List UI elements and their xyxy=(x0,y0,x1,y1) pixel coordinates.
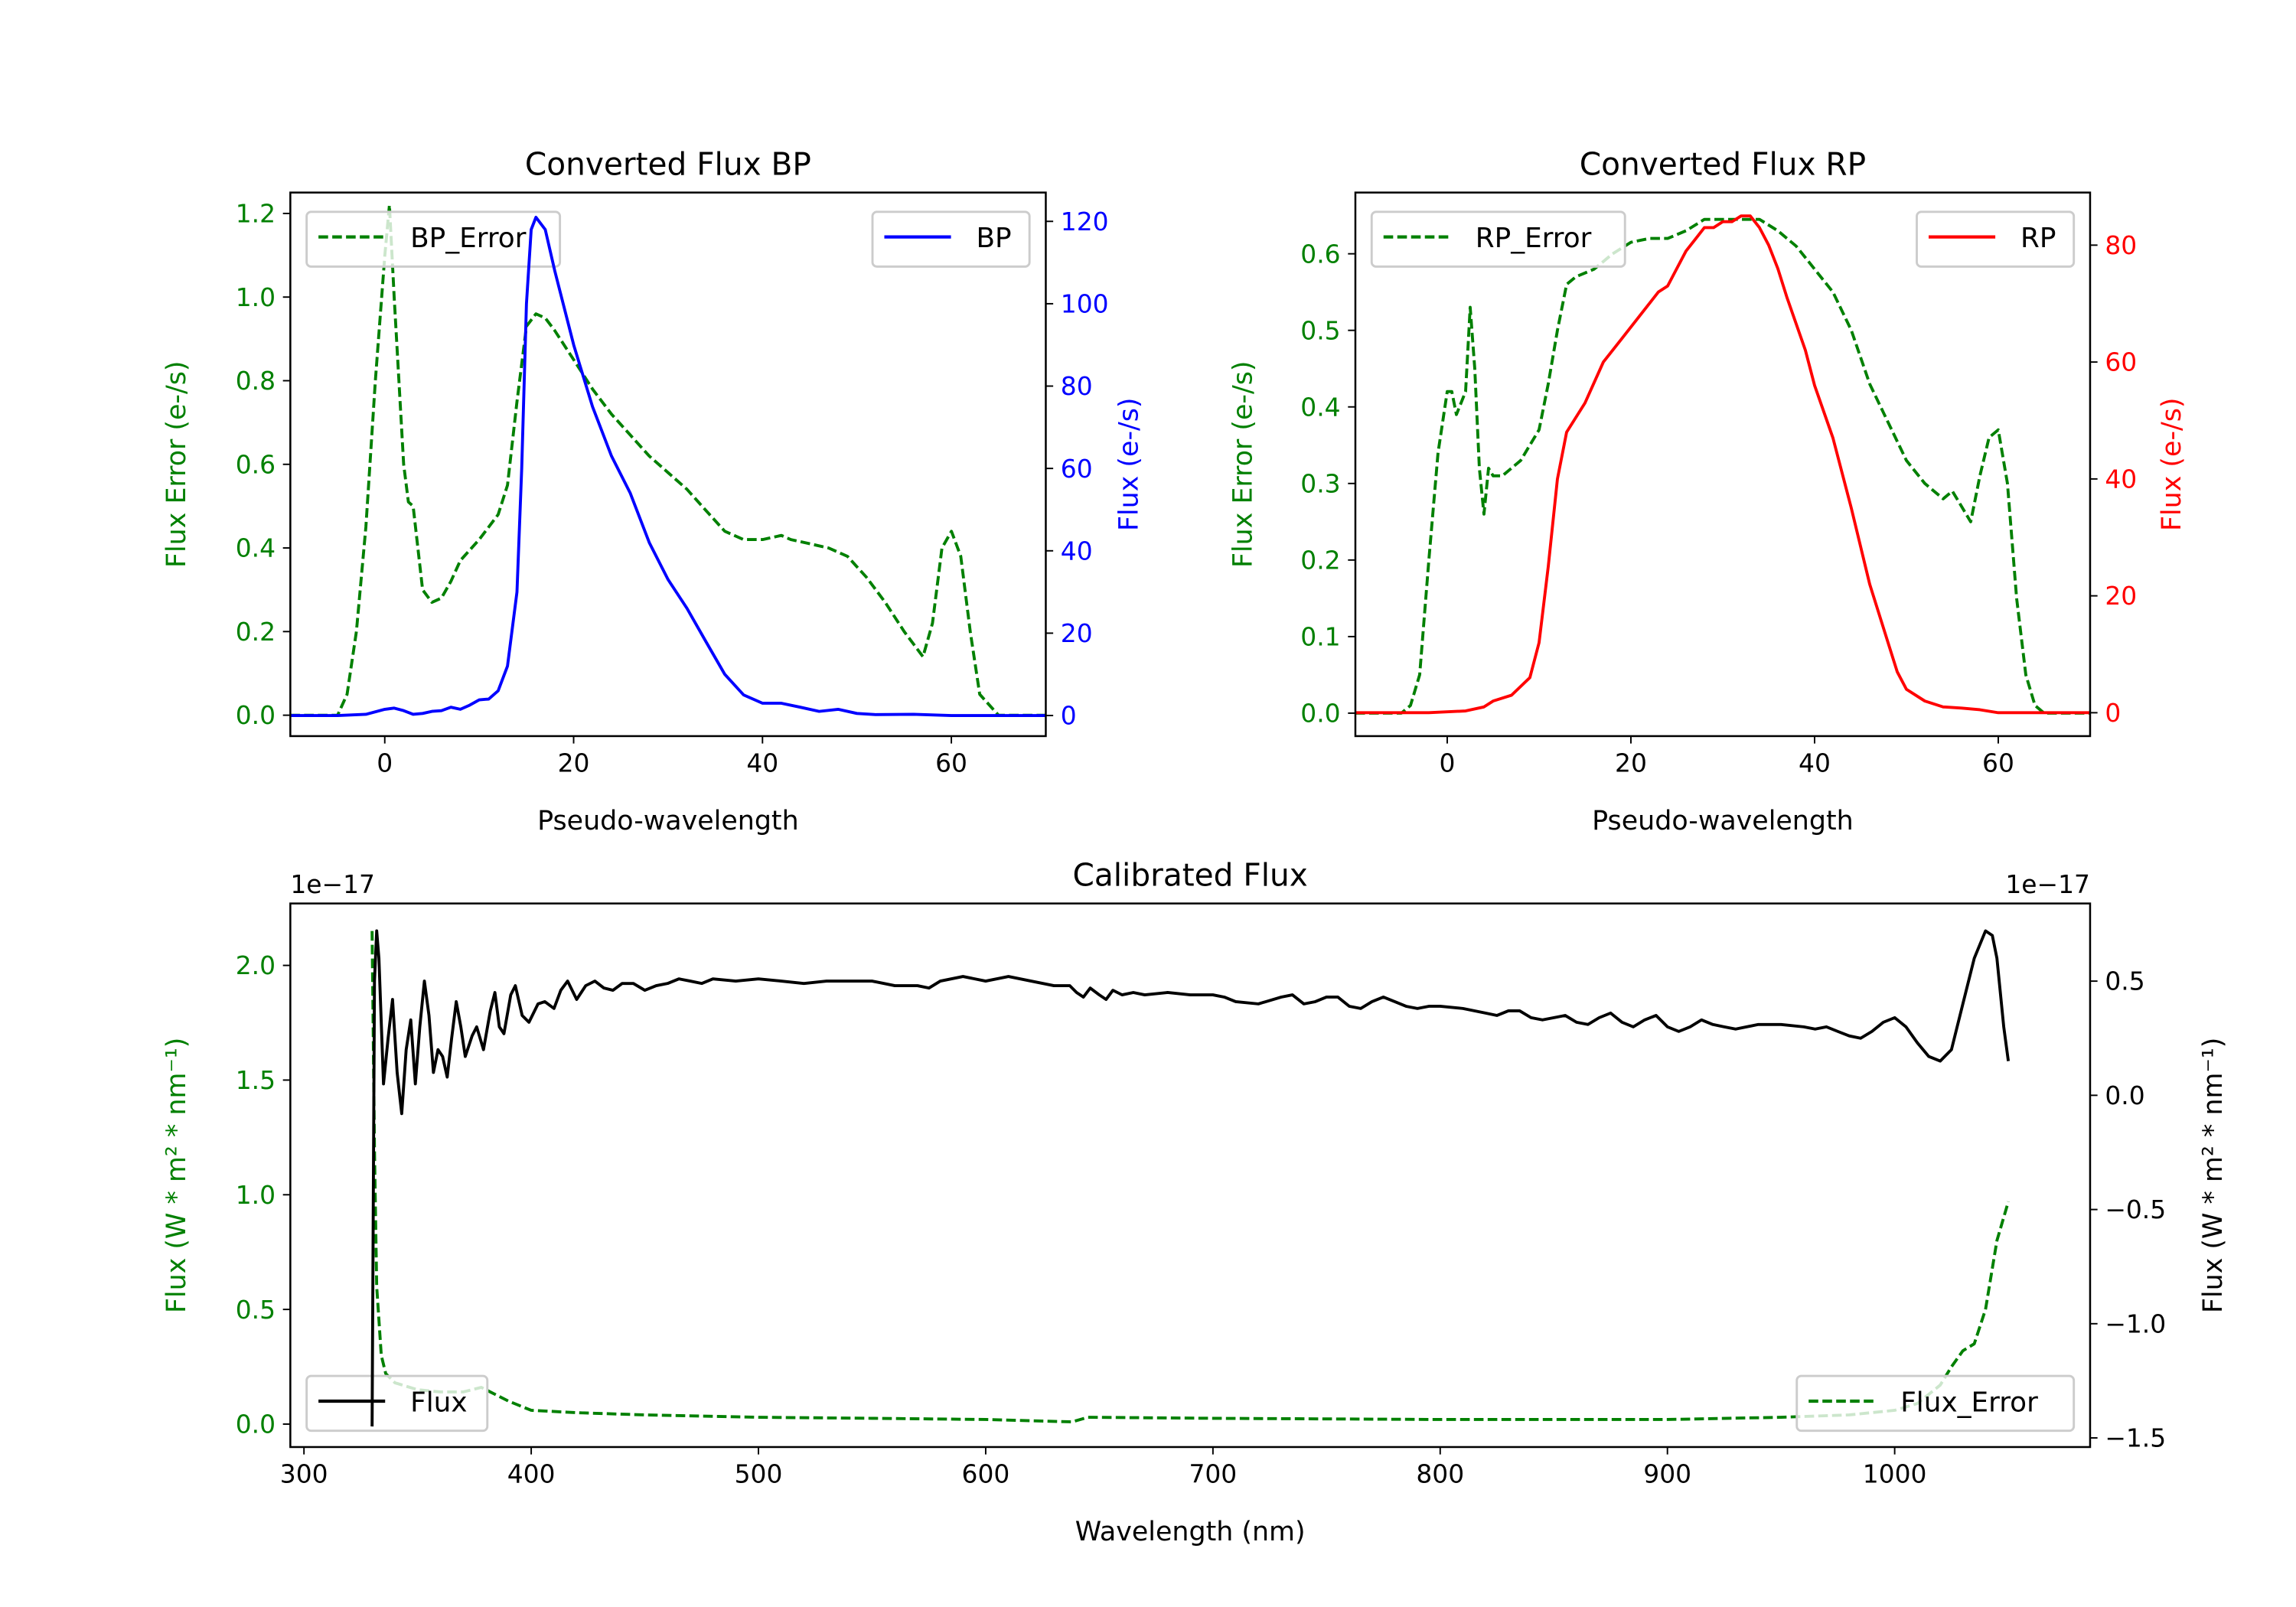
series-rp-line xyxy=(1355,214,2090,715)
legend-label: BP xyxy=(976,223,1011,254)
legend-bp-error[interactable]: BP_Error xyxy=(305,210,562,268)
right-y-tick-label: 0 xyxy=(1061,701,1077,731)
series-rp-error-line xyxy=(1355,217,2090,715)
x-tick-label: 600 xyxy=(962,1459,1010,1488)
left-y-tick-label: 0.6 xyxy=(1300,239,1340,269)
x-tick-label: 40 xyxy=(746,748,778,777)
x-tick-label: 20 xyxy=(558,748,590,777)
legend-box xyxy=(1916,210,2076,268)
left-y-tick-label: 0.2 xyxy=(1300,545,1340,575)
right-y-tick-label: 20 xyxy=(2105,581,2137,611)
right-y-tick-label: 60 xyxy=(1061,454,1093,484)
legend-box xyxy=(871,210,1031,268)
bp-axes-frame xyxy=(289,191,1047,738)
x-tick-label: 0 xyxy=(377,748,393,777)
legend-box xyxy=(1795,1374,2076,1433)
cal-x-axis-label: Wavelength (nm) xyxy=(1075,1517,1306,1547)
left-y-tick-label: 0.5 xyxy=(1300,315,1340,345)
right-y-tick-label: 20 xyxy=(1061,618,1093,648)
left-y-axis-label: Flux (W * m² * nm⁻¹) xyxy=(161,1038,192,1313)
x-tick-label: 800 xyxy=(1416,1459,1464,1488)
left-y-tick-label: 0.4 xyxy=(236,533,276,563)
right-y-tick-label: 60 xyxy=(2105,347,2137,377)
left-y-tick-label: 0.0 xyxy=(236,1410,276,1439)
right-y-tick-label: 80 xyxy=(1061,371,1093,401)
x-tick-label: 60 xyxy=(1982,748,2014,777)
legend-flux-error[interactable]: Flux_Error xyxy=(1795,1374,2076,1433)
x-tick-label: 700 xyxy=(1189,1459,1237,1488)
left-y-tick-label: 0.3 xyxy=(1300,468,1340,498)
right-y-tick-label: −0.5 xyxy=(2105,1195,2166,1224)
left-y-tick-label: 1.5 xyxy=(236,1065,276,1095)
left-y-tick-label: 0.4 xyxy=(1300,392,1340,422)
rp-x-axis-label: Pseudo-wavelength xyxy=(1592,806,1854,836)
legend-bp[interactable]: BP xyxy=(871,210,1031,268)
x-tick-label: 1000 xyxy=(1863,1459,1927,1488)
bp-panel: Converted Flux BP 0 20 40 60 Pseudo-wavelengt… xyxy=(161,145,1145,836)
series-bp-line xyxy=(290,215,1046,717)
right-y-axis-label: Flux (e-/s) xyxy=(1114,398,1144,532)
bp-title: Converted Flux BP xyxy=(525,145,811,182)
right-y-tick-label: 40 xyxy=(1061,536,1093,566)
legend-label: BP_Error xyxy=(410,223,527,254)
right-y-tick-label: 40 xyxy=(2105,464,2137,494)
right-y-tick-label: 80 xyxy=(2105,230,2137,260)
left-y-tick-label: 1.0 xyxy=(236,282,276,312)
legend-rp[interactable]: RP xyxy=(1916,210,2076,268)
right-y-tick-label: −1.5 xyxy=(2105,1423,2166,1453)
x-tick-label: 60 xyxy=(935,748,967,777)
legend-rp-error[interactable]: RP_Error xyxy=(1370,210,1626,268)
left-y-tick-label: 0.6 xyxy=(236,449,276,479)
series-flux-error-line xyxy=(370,931,2010,1423)
cal-axes-frame xyxy=(289,902,2092,1449)
left-y-tick-label: 0.5 xyxy=(236,1295,276,1325)
series-bp-error-line xyxy=(290,204,1046,717)
left-y-tick-label: 0.0 xyxy=(1300,699,1340,729)
legend-label: Flux xyxy=(410,1387,467,1419)
x-tick-label: 40 xyxy=(1799,748,1831,777)
right-y-tick-label: 0.0 xyxy=(2105,1081,2144,1110)
right-y-axis-label: Flux (W * m² * nm⁻¹) xyxy=(2198,1038,2229,1313)
x-tick-label: 500 xyxy=(735,1459,783,1488)
right-y-tick-label: 0 xyxy=(2105,698,2121,728)
legend-box xyxy=(1370,210,1626,268)
left-y-tick-label: 0.0 xyxy=(236,700,276,730)
cal-title: Calibrated Flux xyxy=(1073,856,1308,893)
x-tick-label: 300 xyxy=(280,1459,328,1488)
legend-box xyxy=(305,210,562,268)
left-y-tick-label: 0.1 xyxy=(1300,621,1340,651)
legend-box xyxy=(305,1374,489,1433)
rp-axes-frame xyxy=(1354,191,2092,738)
legend-label: Flux_Error xyxy=(1900,1387,2038,1419)
legend-label: RP_Error xyxy=(1476,223,1592,254)
right-y-tick-label: 120 xyxy=(1061,207,1109,236)
cal-panel: Calibrated Flux 300 400 500 600 700 800 900 1000… xyxy=(161,856,2229,1547)
left-y-tick-label: 2.0 xyxy=(236,950,276,980)
left-y-tick-label: 0.8 xyxy=(236,366,276,396)
x-tick-label: 20 xyxy=(1615,748,1647,777)
right-y-tick-label: 0.5 xyxy=(2105,966,2144,996)
rp-title: Converted Flux RP xyxy=(1580,145,1866,182)
right-y-tick-label: −1.0 xyxy=(2105,1309,2166,1338)
x-tick-label: 900 xyxy=(1643,1459,1691,1488)
left-axis-offset-text: 1e−17 xyxy=(290,869,375,899)
left-y-tick-label: 0.2 xyxy=(236,617,276,647)
left-y-tick-label: 1.2 xyxy=(236,199,276,229)
x-tick-label: 0 xyxy=(1439,748,1455,777)
right-axis-offset-text: 1e−17 xyxy=(2005,869,2090,899)
right-y-tick-label: 100 xyxy=(1061,289,1109,319)
series-flux-line xyxy=(370,929,2011,1427)
left-y-axis-label: Flux Error (e-/s) xyxy=(1228,361,1258,568)
right-y-axis-label: Flux (e-/s) xyxy=(2157,398,2187,532)
rp-panel: Converted Flux RP 0 20 40 60 Pseudo-wavelengt… xyxy=(1228,145,2187,836)
left-y-tick-label: 1.0 xyxy=(236,1180,276,1210)
legend-label: RP xyxy=(2020,223,2056,254)
bp-x-axis-label: Pseudo-wavelength xyxy=(537,806,799,836)
left-y-axis-label: Flux Error (e-/s) xyxy=(161,361,192,568)
x-tick-label: 400 xyxy=(507,1459,556,1488)
legend-flux[interactable]: Flux xyxy=(305,1374,489,1433)
